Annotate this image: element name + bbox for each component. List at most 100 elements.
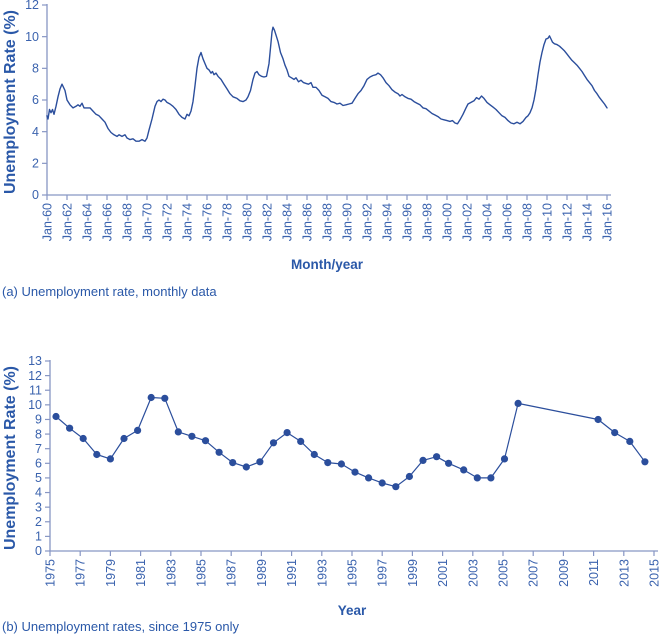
axis-lines [49, 360, 658, 552]
x-tick-label: Jan-02 [461, 203, 475, 241]
chart-a-y-axis-title: Unemployment Rate (%) [2, 9, 19, 195]
y-tick-label: 3 [35, 500, 42, 514]
y-tick-label: 6 [32, 93, 39, 107]
y-tick-label: 2 [32, 157, 39, 171]
data-point [52, 412, 60, 421]
x-tick-label: Jan-66 [101, 203, 115, 241]
data-point [134, 426, 142, 434]
x-tick-label: 2011 [587, 559, 601, 586]
x-tick-label: 2001 [436, 559, 450, 587]
chart-b-caption: (b) Unemployment rates, since 1975 only [2, 619, 240, 634]
chart-a-caption: (a) Unemployment rate, monthly data [2, 284, 217, 299]
y-tick-label: 5 [35, 471, 42, 485]
data-point [500, 455, 509, 463]
data-point [106, 455, 114, 463]
data-point [419, 456, 427, 464]
x-tick-label: Jan-72 [161, 203, 175, 241]
y-tick-label: 1 [35, 530, 42, 544]
x-tick-label: Jan-12 [561, 203, 575, 241]
data-point [147, 393, 155, 402]
x-tick-label: 1977 [74, 559, 88, 587]
data-point [120, 434, 128, 443]
data-point [201, 437, 210, 445]
x-tick-label: Jan-06 [501, 203, 515, 241]
data-point [283, 429, 291, 437]
y-tick-label: 7 [35, 442, 42, 456]
y-tick-label: 4 [35, 486, 42, 500]
y-tick-label: 12 [25, 0, 39, 12]
x-tick-label: 1999 [406, 559, 420, 587]
y-tick-label: 0 [35, 544, 42, 558]
data-point [215, 448, 223, 456]
y-tick-label: 6 [35, 457, 42, 471]
data-point [310, 450, 318, 459]
x-tick-label: Jan-74 [181, 203, 195, 241]
x-tick-label: 1989 [255, 559, 269, 587]
monthly-chart: 0 2 4 6 8 10 12 Jan-60 Jan-62 Jan-64 Jan-66 Jan-68 J… [25, 0, 614, 241]
y-tick-label: 0 [32, 188, 39, 202]
chart-b-x-axis-title: Year [337, 603, 367, 618]
data-point [626, 437, 634, 445]
x-tick-label: Jan-76 [201, 203, 215, 241]
y-tick-label: 2 [35, 515, 42, 529]
chart-a-x-axis-title: Month/year [290, 257, 363, 272]
x-tick-label: 1975 [44, 559, 58, 587]
x-tick-label: 2015 [648, 559, 662, 587]
x-tick-label: Jan-16 [601, 203, 615, 241]
data-point [378, 479, 386, 487]
x-tick-label: Jan-10 [541, 203, 555, 241]
y-tick-label: 12 [28, 369, 42, 383]
data-point [487, 474, 495, 482]
x-tick-label: 1983 [164, 559, 178, 587]
x-tick-label: Jan-14 [581, 203, 595, 241]
x-tick-label: Jan-84 [281, 203, 295, 241]
data-point [324, 459, 332, 467]
chart-b-y-axis-title: Unemployment Rate (%) [2, 365, 19, 551]
y-tick-label: 10 [25, 30, 39, 44]
y-tick-label: 9 [35, 413, 42, 427]
y-tick-label: 8 [32, 62, 39, 76]
data-point [392, 483, 400, 491]
data-point [351, 468, 359, 476]
x-tick-label: Jan-60 [41, 203, 55, 241]
x-tick-label: Jan-70 [141, 203, 155, 241]
data-point [365, 474, 373, 482]
x-tick-label: 1993 [315, 559, 329, 587]
data-point [229, 459, 237, 467]
since1975-series-line [55, 396, 646, 488]
data-point [611, 429, 619, 437]
x-tick-label: Jan-82 [261, 203, 275, 241]
x-tick-label: Jan-86 [301, 203, 315, 241]
x-tick-label: 1979 [104, 559, 118, 587]
data-point [174, 428, 182, 436]
x-tick-label: Jan-94 [381, 203, 395, 241]
y-tick-label: 8 [35, 427, 42, 441]
monthly-series-line [46, 26, 608, 142]
x-tick-label: Jan-62 [61, 203, 75, 241]
x-tick-label: 1991 [285, 559, 299, 587]
data-point [256, 458, 264, 466]
x-tick-label: 2013 [617, 559, 631, 587]
x-tick-label: Jan-88 [321, 203, 335, 241]
x-tick-label: 1985 [195, 559, 209, 587]
x-tick-label: Jan-64 [81, 203, 95, 241]
y-tick-label: 13 [28, 354, 42, 368]
x-tick-label: 1995 [346, 559, 360, 587]
x-tick-label: Jan-90 [341, 203, 355, 241]
x-tick-label: Jan-00 [441, 203, 455, 241]
data-point [337, 460, 345, 468]
data-point [460, 466, 468, 474]
x-tick-label: 1981 [134, 559, 148, 587]
data-point [445, 459, 453, 467]
y-tick-label: 10 [28, 398, 42, 412]
data-point [405, 472, 413, 481]
data-point [433, 453, 441, 461]
x-tick-label: Jan-04 [481, 203, 495, 241]
data-point [242, 463, 250, 471]
x-tick-label: 1987 [225, 559, 239, 587]
x-tick-label: 2003 [466, 559, 480, 587]
x-tick-label: Jan-80 [241, 203, 255, 241]
data-point [79, 434, 87, 443]
